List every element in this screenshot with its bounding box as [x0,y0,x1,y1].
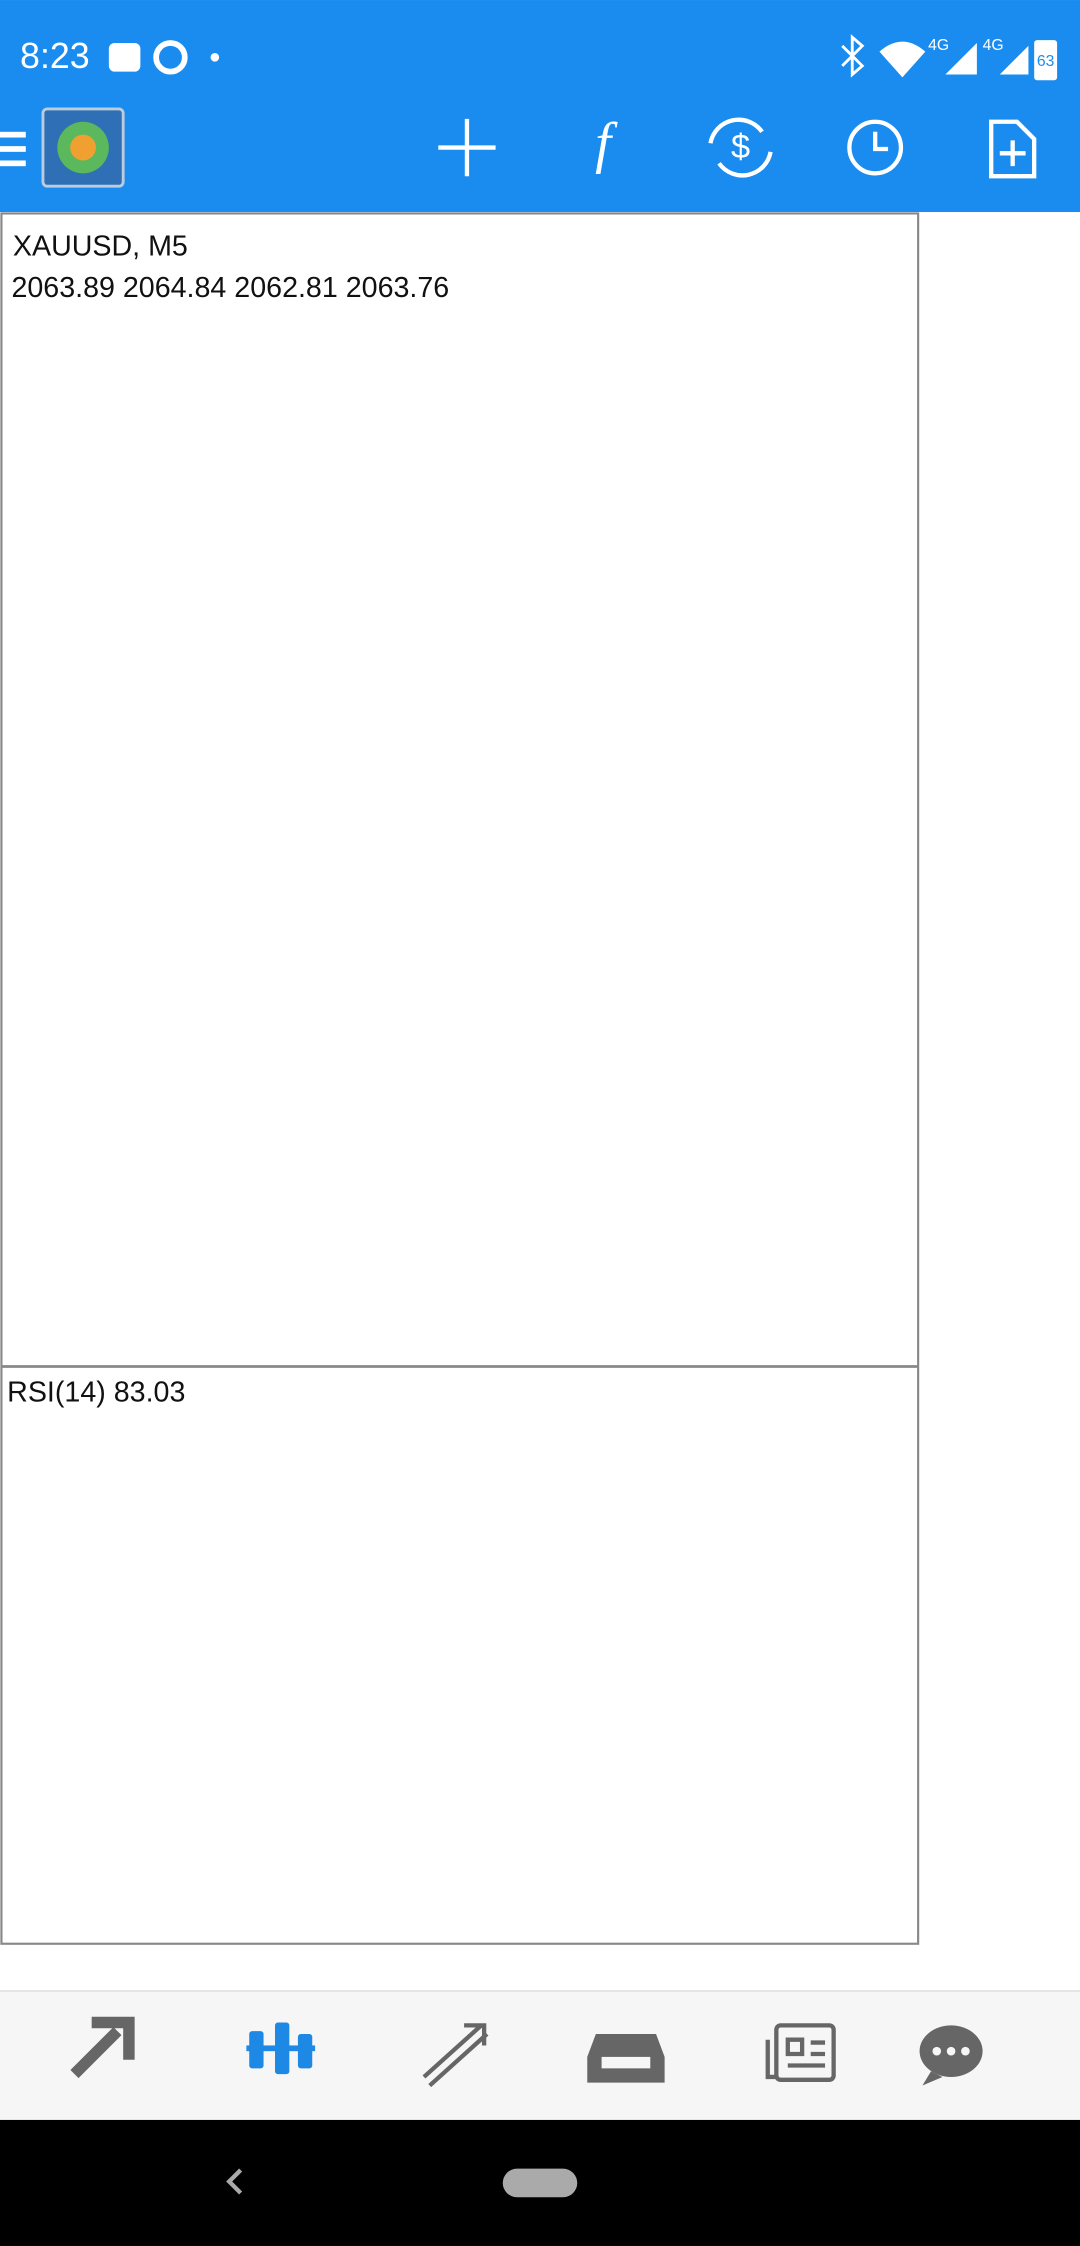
rsi-label: RSI(14) 83.03 [7,1376,185,1408]
svg-text:$: $ [731,128,750,166]
signal-icon [945,43,977,75]
crosshair-button[interactable] [438,118,496,177]
battery-icon [1034,40,1058,81]
chart-frame [0,212,920,1945]
app-logo [41,107,125,188]
trade-tab[interactable] [422,2023,489,2088]
status-time: 8:23 [20,36,90,76]
menu-button[interactable] [0,131,26,167]
battery-level: 63 [1037,53,1055,70]
back-button[interactable] [226,2168,243,2195]
signal-icon [999,45,1029,75]
news-tab[interactable] [765,2023,836,2082]
new-order-button[interactable] [989,119,1037,179]
network-type: 4G [983,37,1004,54]
bottom-nav [0,1991,1080,2120]
ohlc-info: 2063.89 2064.84 2062.81 2063.76 [11,272,449,304]
chat-tab[interactable] [919,2025,983,2086]
wifi-icon [879,41,926,78]
quotes-tab[interactable] [70,2016,135,2079]
status-dot [210,53,220,62]
chart-title: XAUUSD, M5 [13,230,188,262]
timeframe-button[interactable] [847,119,904,176]
network-type: 4G [928,37,949,54]
bluetooth-icon [841,34,865,78]
status-icon [153,40,188,75]
trade-button[interactable]: $ [708,117,773,178]
home-button[interactable] [502,2168,578,2198]
status-icon [108,43,141,72]
history-tab[interactable] [587,2033,665,2083]
app-bar [0,0,1080,213]
chart-tab[interactable] [246,2022,316,2075]
